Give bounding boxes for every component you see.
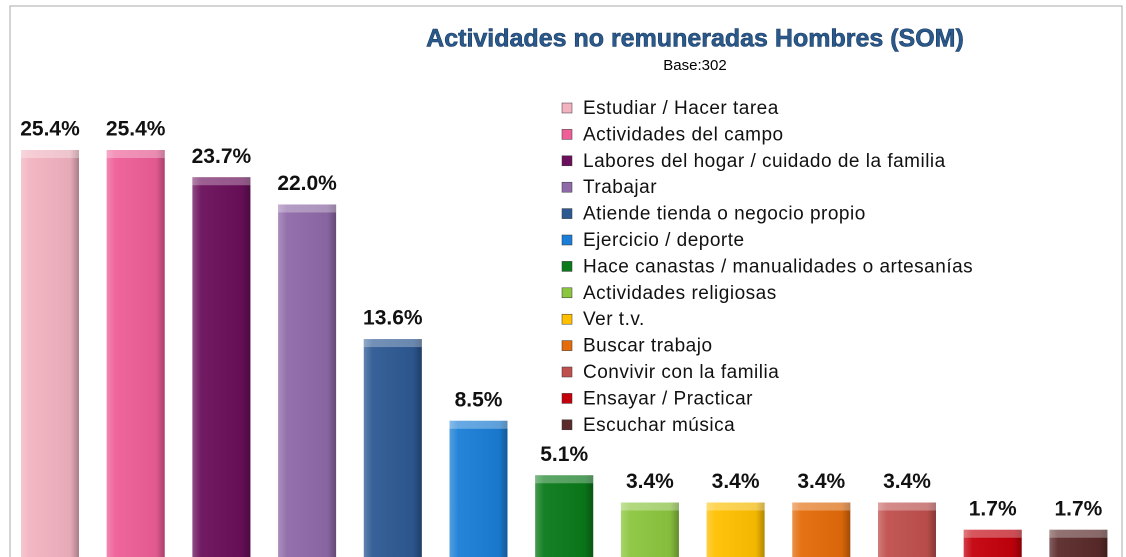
value-label: 5.1% xyxy=(540,443,588,466)
bar-shine xyxy=(278,204,337,557)
bar-shine xyxy=(1049,529,1108,557)
legend-swatch xyxy=(561,419,573,431)
bar-cap xyxy=(963,529,1022,538)
legend-label: Labores del hogar / cuidado de la famili… xyxy=(583,151,946,172)
legend-swatch xyxy=(561,129,573,140)
bar-cap xyxy=(278,204,337,213)
bar-shine xyxy=(878,502,936,557)
chart-title: Actividades no remuneradas Hombres (SOM) xyxy=(426,25,964,53)
legend-label: Atiende tienda o negocio propio xyxy=(583,204,866,225)
value-label: 3.4% xyxy=(883,470,931,493)
value-label: 1.7% xyxy=(1054,497,1102,520)
bar-shine xyxy=(706,502,765,557)
legend-label: Ver t.v. xyxy=(583,309,645,330)
legend-label: Actividades del campo xyxy=(583,124,784,145)
value-label: 1.7% xyxy=(969,497,1017,520)
legend-swatch xyxy=(561,340,573,351)
bar-cap xyxy=(706,502,765,511)
bar-cap xyxy=(620,502,679,511)
bar-cap xyxy=(878,502,936,511)
legend-label: Hace canastas / manualidades o artesanía… xyxy=(583,256,973,277)
bar-cap xyxy=(449,420,508,429)
value-label: 3.4% xyxy=(626,470,674,493)
legend-label: Convivir con la familia xyxy=(583,362,779,383)
bar-cap xyxy=(792,502,851,511)
legend-label: Estudiar / Hacer tarea xyxy=(583,98,779,119)
value-label: 8.5% xyxy=(455,388,503,411)
bar-shine xyxy=(620,502,679,557)
bar-shine xyxy=(106,150,165,557)
bar-shine xyxy=(449,420,508,557)
bar-shine xyxy=(535,475,594,557)
value-label: 22.0% xyxy=(277,172,337,195)
bar-shine xyxy=(792,502,851,557)
legend-swatch xyxy=(561,393,573,404)
legend-swatch xyxy=(561,155,573,167)
frame xyxy=(9,5,1123,557)
legend-label: Actividades religiosas xyxy=(583,283,777,304)
value-label: 13.6% xyxy=(363,307,423,330)
bar-shine xyxy=(363,339,422,557)
legend-swatch xyxy=(561,208,573,219)
legend-swatch xyxy=(561,261,573,272)
value-label: 3.4% xyxy=(712,470,760,493)
value-label: 23.7% xyxy=(192,145,252,168)
bar-shine xyxy=(192,177,251,557)
legend-swatch xyxy=(561,234,573,246)
legend-label: Trabajar xyxy=(583,177,657,198)
bar-shine xyxy=(21,150,79,557)
value-label: 25.4% xyxy=(20,118,80,141)
legend-label: Ensayar / Practicar xyxy=(583,388,753,409)
bar-cap xyxy=(21,150,79,158)
legend-label: Ejercicio / deporte xyxy=(583,230,745,251)
bar-cap xyxy=(1049,529,1108,538)
legend-swatch xyxy=(561,181,573,193)
legend-swatch xyxy=(561,287,573,299)
bar-cap xyxy=(363,339,422,348)
legend-swatch xyxy=(561,102,573,114)
bar-cap xyxy=(106,150,165,158)
bar-cap xyxy=(192,177,251,186)
legend-swatch xyxy=(561,366,573,378)
bar-shine xyxy=(963,529,1022,557)
legend-label: Buscar trabajo xyxy=(583,336,713,357)
value-label: 3.4% xyxy=(797,470,845,493)
chart-subtitle: Base:302 xyxy=(663,57,726,74)
legend-label: Escuchar música xyxy=(583,415,735,436)
value-label: 25.4% xyxy=(106,118,166,141)
legend-swatch xyxy=(561,313,573,325)
bar-cap xyxy=(535,475,594,484)
